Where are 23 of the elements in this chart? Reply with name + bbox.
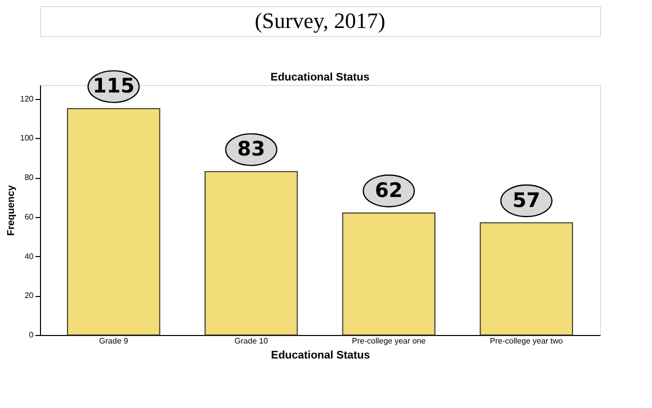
x-tick-label: Grade 10: [234, 336, 268, 346]
y-tick-label: 60: [24, 212, 34, 222]
y-axis-title: Frequency: [6, 184, 18, 236]
y-tick-label: 120: [20, 94, 34, 104]
x-tick-label: Pre-college year two: [490, 336, 564, 346]
bar: [480, 222, 573, 336]
y-tick-label: 40: [24, 252, 34, 261]
bar: [67, 108, 160, 336]
x-tick-label: Grade 9: [99, 336, 129, 346]
y-tick-label: 20: [24, 291, 34, 300]
data-label: 57: [512, 188, 540, 212]
x-axis-title: Educational Status: [270, 350, 370, 362]
chart-title: Educational Status: [270, 71, 370, 84]
y-tick-label: 0: [29, 330, 34, 340]
y-tick-label: 100: [20, 134, 34, 143]
text: (Survey, 2017): [254, 8, 386, 33]
bar: [342, 212, 436, 336]
data-label: 83: [237, 136, 266, 161]
x-tick-label: Pre-college year one: [352, 336, 426, 346]
bar: [204, 171, 298, 336]
y-tick-label: 80: [24, 173, 34, 182]
data-label: 115: [92, 74, 134, 98]
data-label: 62: [374, 178, 403, 202]
